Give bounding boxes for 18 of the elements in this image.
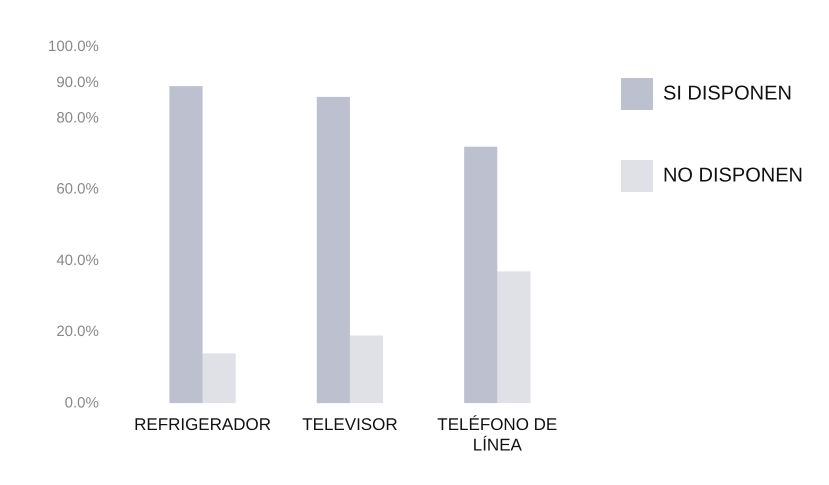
legend-label: SI DISPONEN [662,82,792,105]
y-tick-label: 100.0% [48,38,99,56]
y-tick-label: 0.0% [64,394,99,412]
bar [316,96,350,404]
y-tick-label: 40.0% [56,252,99,269]
y-tick-label: 20.0% [56,323,99,340]
x-tick-label: REFRIGERADOR [134,415,272,434]
bar [497,271,530,404]
legend-label: NO DISPONEN [662,164,804,187]
x-tick-label: TELEVISOR [302,415,398,434]
y-tick-label: 80.0% [56,109,99,126]
bar [202,353,236,404]
bar [169,86,203,404]
bar [350,336,384,404]
bar [464,146,498,404]
y-tick-label: 90.0% [56,74,99,91]
x-tick-label: TELÉFONO DE LÍNEA [437,415,558,454]
y-tick-label: 60.0% [56,180,99,198]
